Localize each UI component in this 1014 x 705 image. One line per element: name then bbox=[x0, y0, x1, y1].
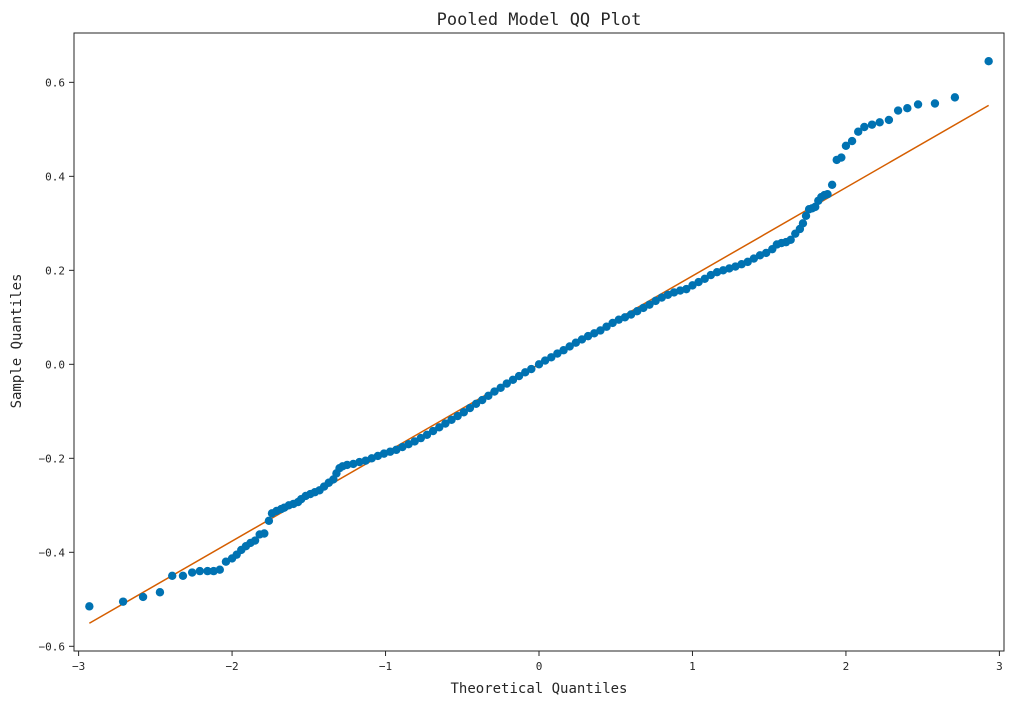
data-point bbox=[435, 423, 444, 432]
data-point bbox=[465, 403, 475, 413]
data-point bbox=[534, 360, 544, 369]
data-point bbox=[453, 411, 462, 421]
data-point bbox=[571, 338, 581, 347]
y-tick-label: −0.6 bbox=[39, 640, 66, 653]
plot-area bbox=[85, 56, 993, 624]
x-tick-label: 3 bbox=[996, 660, 1003, 673]
y-axis-ticks: −0.6 −0.4 −0.2 0.0 0.2 0.4 0.6 bbox=[39, 76, 74, 653]
data-point bbox=[639, 303, 648, 313]
data-point bbox=[203, 566, 212, 576]
x-axis-label: Theoretical Quantiles bbox=[450, 681, 627, 697]
data-point bbox=[860, 122, 869, 132]
data-point bbox=[884, 115, 894, 125]
data-point bbox=[490, 387, 499, 396]
data-point bbox=[565, 342, 574, 351]
data-point bbox=[502, 379, 511, 388]
y-axis-label: Sample Quantiles bbox=[9, 274, 25, 409]
data-point bbox=[496, 383, 505, 393]
data-point bbox=[478, 395, 487, 405]
data-point bbox=[651, 296, 660, 306]
data-point bbox=[559, 346, 568, 355]
data-point bbox=[801, 211, 811, 221]
chart-title: Pooled Model QQ Plot bbox=[437, 10, 642, 30]
data-point bbox=[700, 274, 709, 283]
data-point bbox=[484, 391, 493, 401]
y-tick-label: −0.4 bbox=[39, 546, 66, 559]
data-point bbox=[520, 368, 530, 377]
data-point bbox=[195, 566, 205, 576]
data-point bbox=[930, 99, 940, 108]
data-point bbox=[633, 307, 642, 316]
data-point bbox=[215, 565, 224, 574]
y-tick-label: −0.2 bbox=[39, 452, 66, 465]
data-point bbox=[786, 235, 795, 244]
x-axis-ticks: −3 −2 −1 0 1 2 3 bbox=[72, 651, 1003, 673]
data-point bbox=[608, 318, 617, 328]
x-tick-label: −2 bbox=[225, 660, 238, 673]
data-point bbox=[847, 136, 857, 146]
data-point bbox=[514, 371, 524, 381]
data-point bbox=[138, 592, 148, 602]
y-tick-label: 0.0 bbox=[45, 358, 65, 371]
data-point bbox=[547, 353, 556, 362]
data-point bbox=[596, 326, 605, 335]
x-tick-label: −1 bbox=[379, 660, 392, 673]
data-point bbox=[827, 180, 837, 189]
data-point bbox=[875, 118, 884, 127]
data-point bbox=[187, 568, 197, 577]
data-point bbox=[264, 516, 274, 526]
data-point bbox=[743, 257, 752, 267]
data-point bbox=[984, 56, 993, 66]
data-point bbox=[447, 415, 456, 424]
data-point bbox=[178, 571, 188, 581]
data-point bbox=[342, 460, 352, 470]
data-point bbox=[749, 254, 759, 263]
x-tick-label: 2 bbox=[843, 660, 850, 673]
data-point bbox=[540, 356, 550, 365]
data-point bbox=[893, 106, 903, 115]
data-point bbox=[471, 399, 481, 408]
data-point bbox=[688, 281, 697, 290]
data-point bbox=[950, 93, 960, 102]
data-point bbox=[602, 322, 611, 331]
data-point bbox=[428, 426, 438, 436]
data-point bbox=[527, 364, 536, 374]
data-point bbox=[422, 430, 432, 440]
data-point bbox=[250, 536, 260, 545]
x-tick-label: −3 bbox=[72, 660, 85, 673]
data-point bbox=[441, 419, 450, 428]
points-layer bbox=[85, 56, 993, 611]
data-point bbox=[410, 437, 419, 446]
data-point bbox=[459, 408, 469, 417]
data-point bbox=[118, 597, 128, 606]
data-point bbox=[577, 335, 587, 344]
data-point bbox=[903, 103, 912, 113]
y-tick-label: 0.6 bbox=[45, 76, 65, 89]
x-tick-label: 0 bbox=[536, 660, 543, 673]
data-point bbox=[508, 375, 518, 385]
data-point bbox=[168, 571, 177, 581]
data-point bbox=[682, 284, 691, 294]
data-point bbox=[867, 120, 877, 129]
data-point bbox=[823, 189, 832, 199]
data-point bbox=[694, 277, 703, 287]
x-tick-label: 1 bbox=[689, 660, 696, 673]
data-point bbox=[798, 219, 808, 228]
y-tick-label: 0.4 bbox=[45, 170, 65, 183]
data-point bbox=[85, 602, 94, 611]
data-point bbox=[913, 100, 923, 109]
data-point bbox=[260, 529, 269, 538]
data-point bbox=[416, 433, 426, 443]
data-point bbox=[645, 300, 654, 309]
data-point bbox=[761, 248, 771, 258]
data-point bbox=[837, 153, 846, 162]
data-point bbox=[553, 349, 562, 358]
data-point bbox=[626, 310, 636, 319]
data-point bbox=[854, 127, 863, 136]
data-point bbox=[155, 588, 165, 597]
data-point bbox=[221, 557, 231, 566]
data-point bbox=[841, 141, 851, 150]
y-tick-label: 0.2 bbox=[45, 264, 65, 277]
